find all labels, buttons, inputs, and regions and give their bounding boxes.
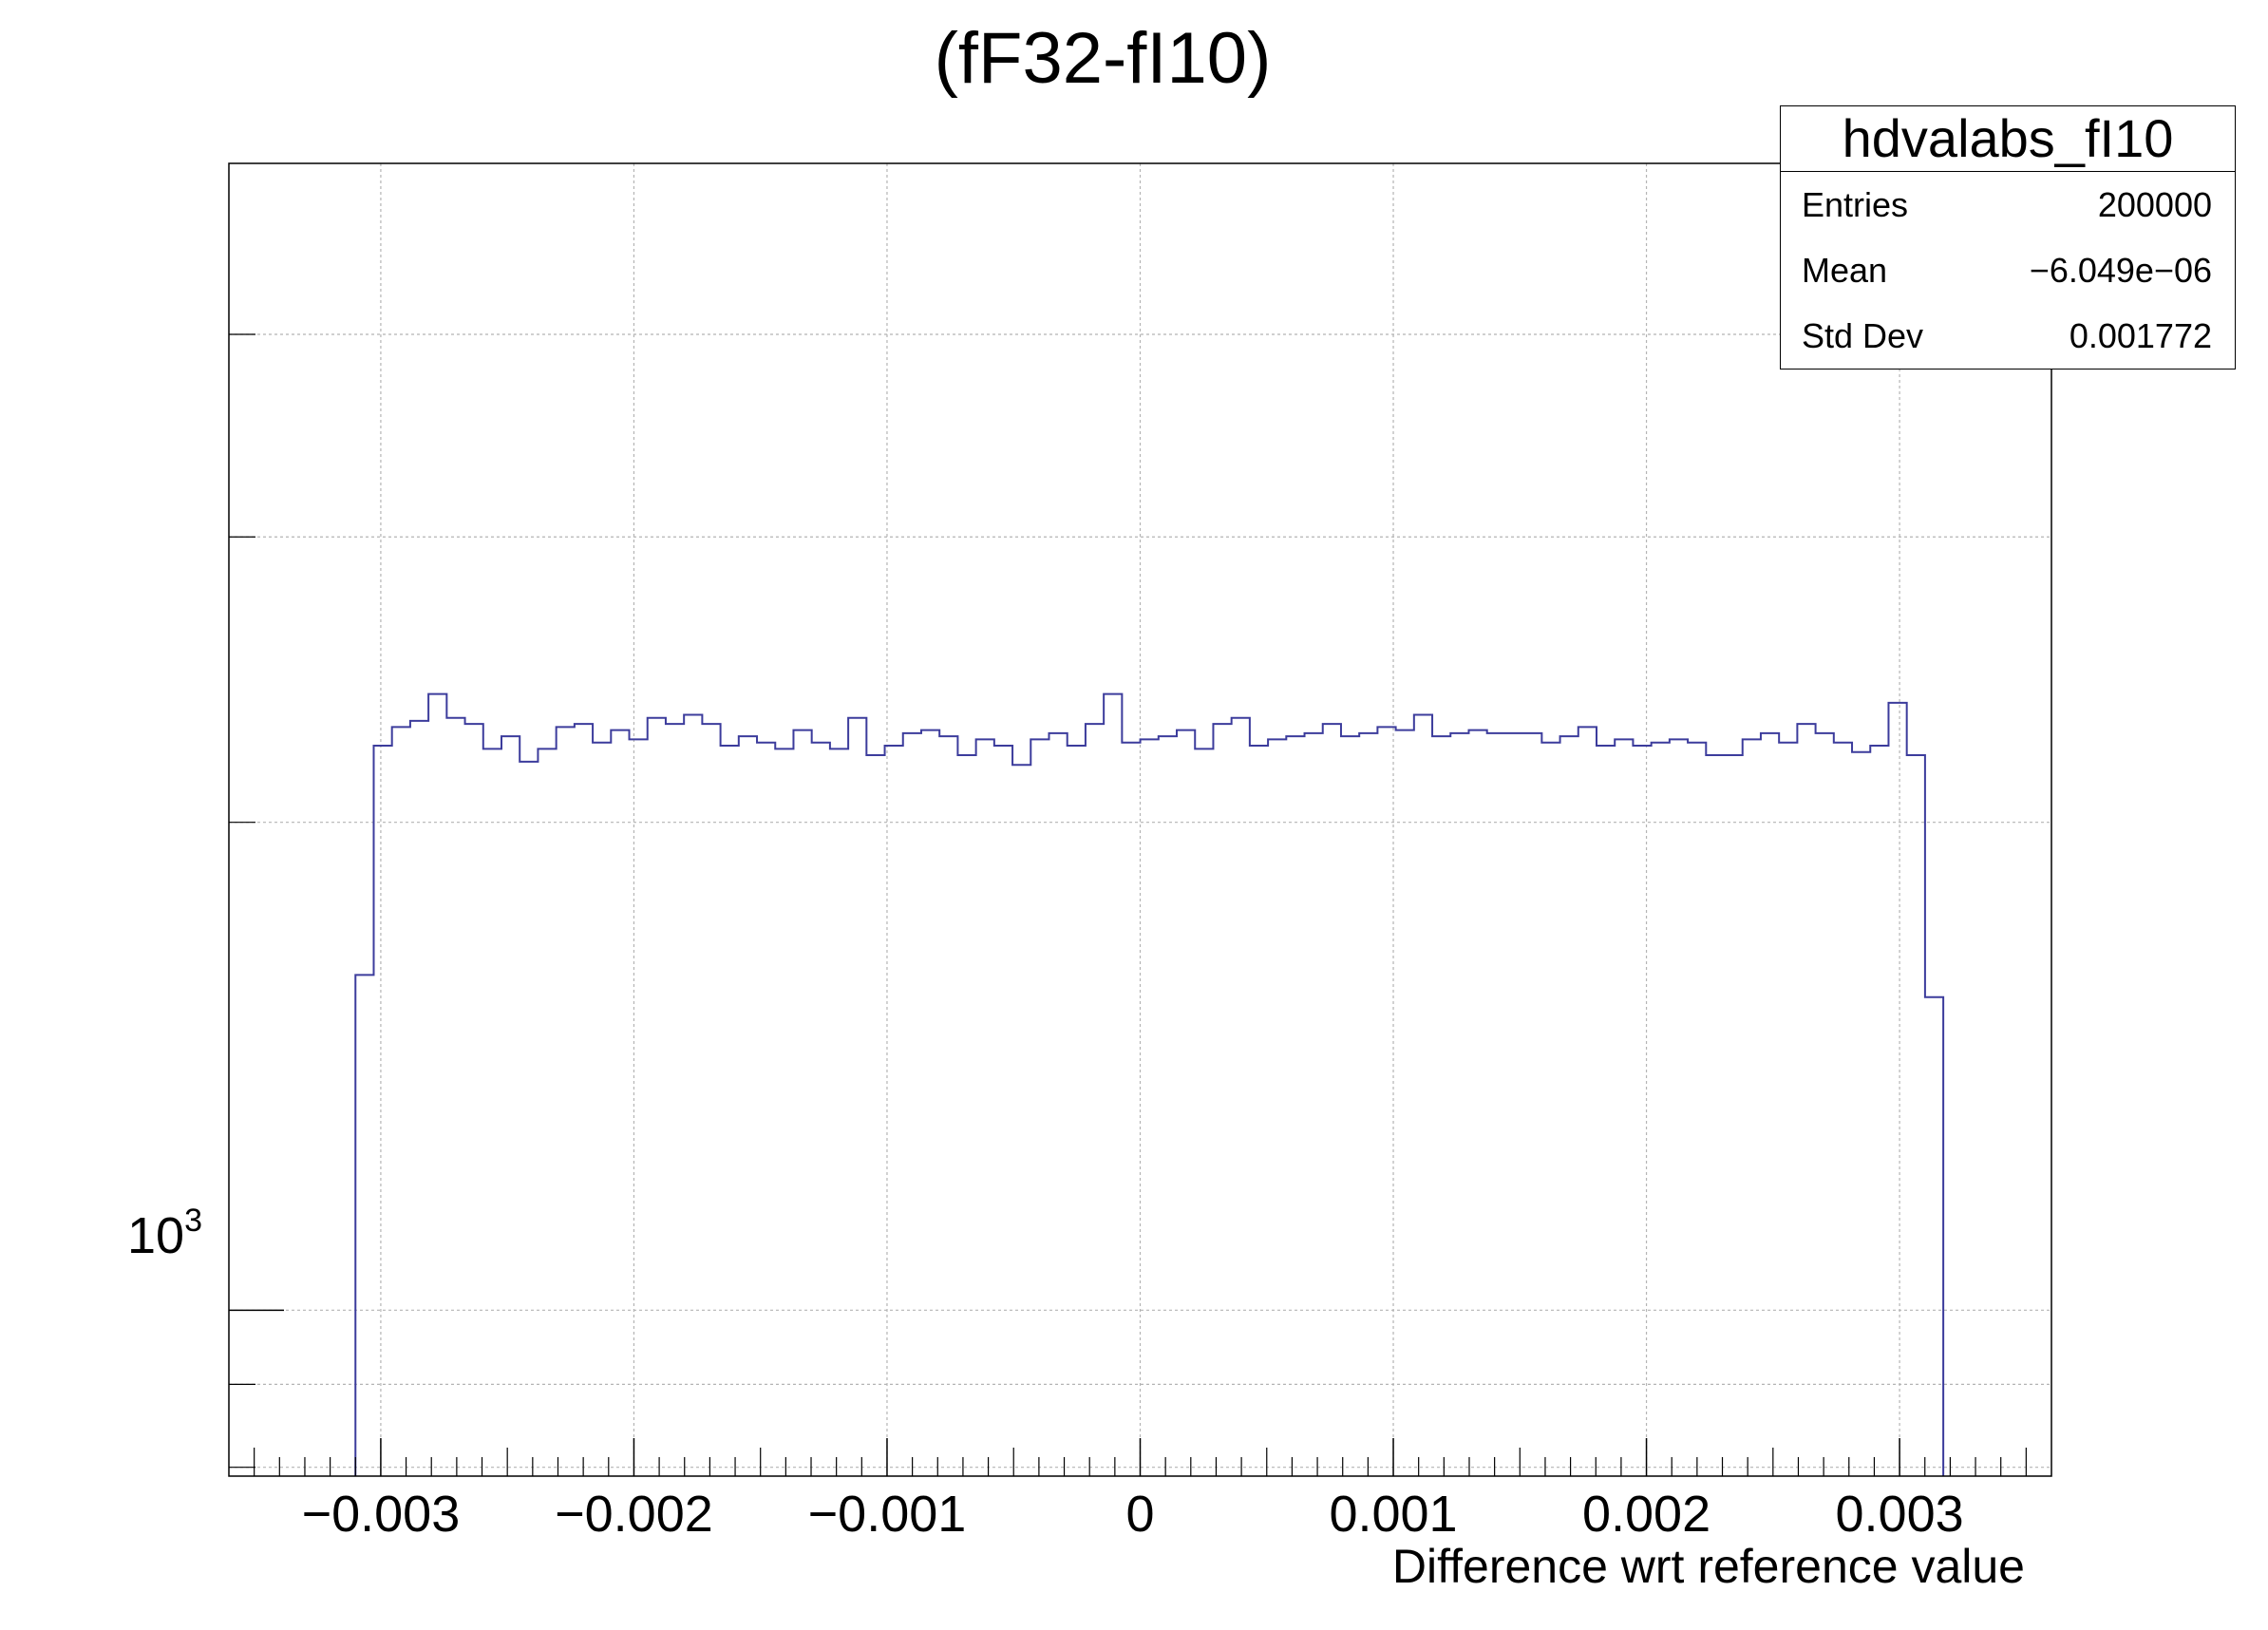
x-tick-label: 0.002 (1582, 1486, 1710, 1543)
x-tick-label: −0.001 (808, 1486, 967, 1543)
chart-title: (fF32-fI10) (934, 18, 1272, 99)
stats-value: 200000 (2097, 185, 2212, 224)
stats-row-stddev: Std Dev 0.001772 (1781, 303, 2235, 369)
stats-row-entries: Entries 200000 (1781, 172, 2235, 237)
x-tick-label: 0.003 (1836, 1486, 1964, 1543)
grid-lines (229, 163, 2051, 1476)
histogram-line (354, 692, 1945, 1476)
x-axis-label: Difference wrt reference value (1391, 1540, 2025, 1593)
stats-label: Std Dev (1802, 316, 1924, 355)
x-tick-labels: −0.003 −0.002 −0.001 0 0.001 0.002 0.003 (302, 1486, 1964, 1543)
stats-label: Mean (1802, 251, 1888, 290)
stats-box: hdvalabs_fI10 Entries 200000 Mean −6.049… (1780, 105, 2236, 370)
x-tick-label: −0.003 (302, 1486, 461, 1543)
stats-histogram-name: hdvalabs_fI10 (1781, 106, 2235, 172)
stats-row-mean: Mean −6.049e−06 (1781, 237, 2235, 303)
x-tick-label: −0.002 (555, 1486, 713, 1543)
y-tick-label-1000: 103 (127, 1203, 202, 1264)
histogram-series (354, 692, 1945, 1476)
x-tick-label: 0 (1125, 1486, 1154, 1543)
stats-value: 0.001772 (2069, 316, 2212, 355)
stats-label: Entries (1802, 185, 1909, 224)
x-tick-label: 0.001 (1329, 1486, 1457, 1543)
stats-value: −6.049e−06 (2029, 251, 2212, 290)
axis-ticks (229, 333, 2027, 1476)
